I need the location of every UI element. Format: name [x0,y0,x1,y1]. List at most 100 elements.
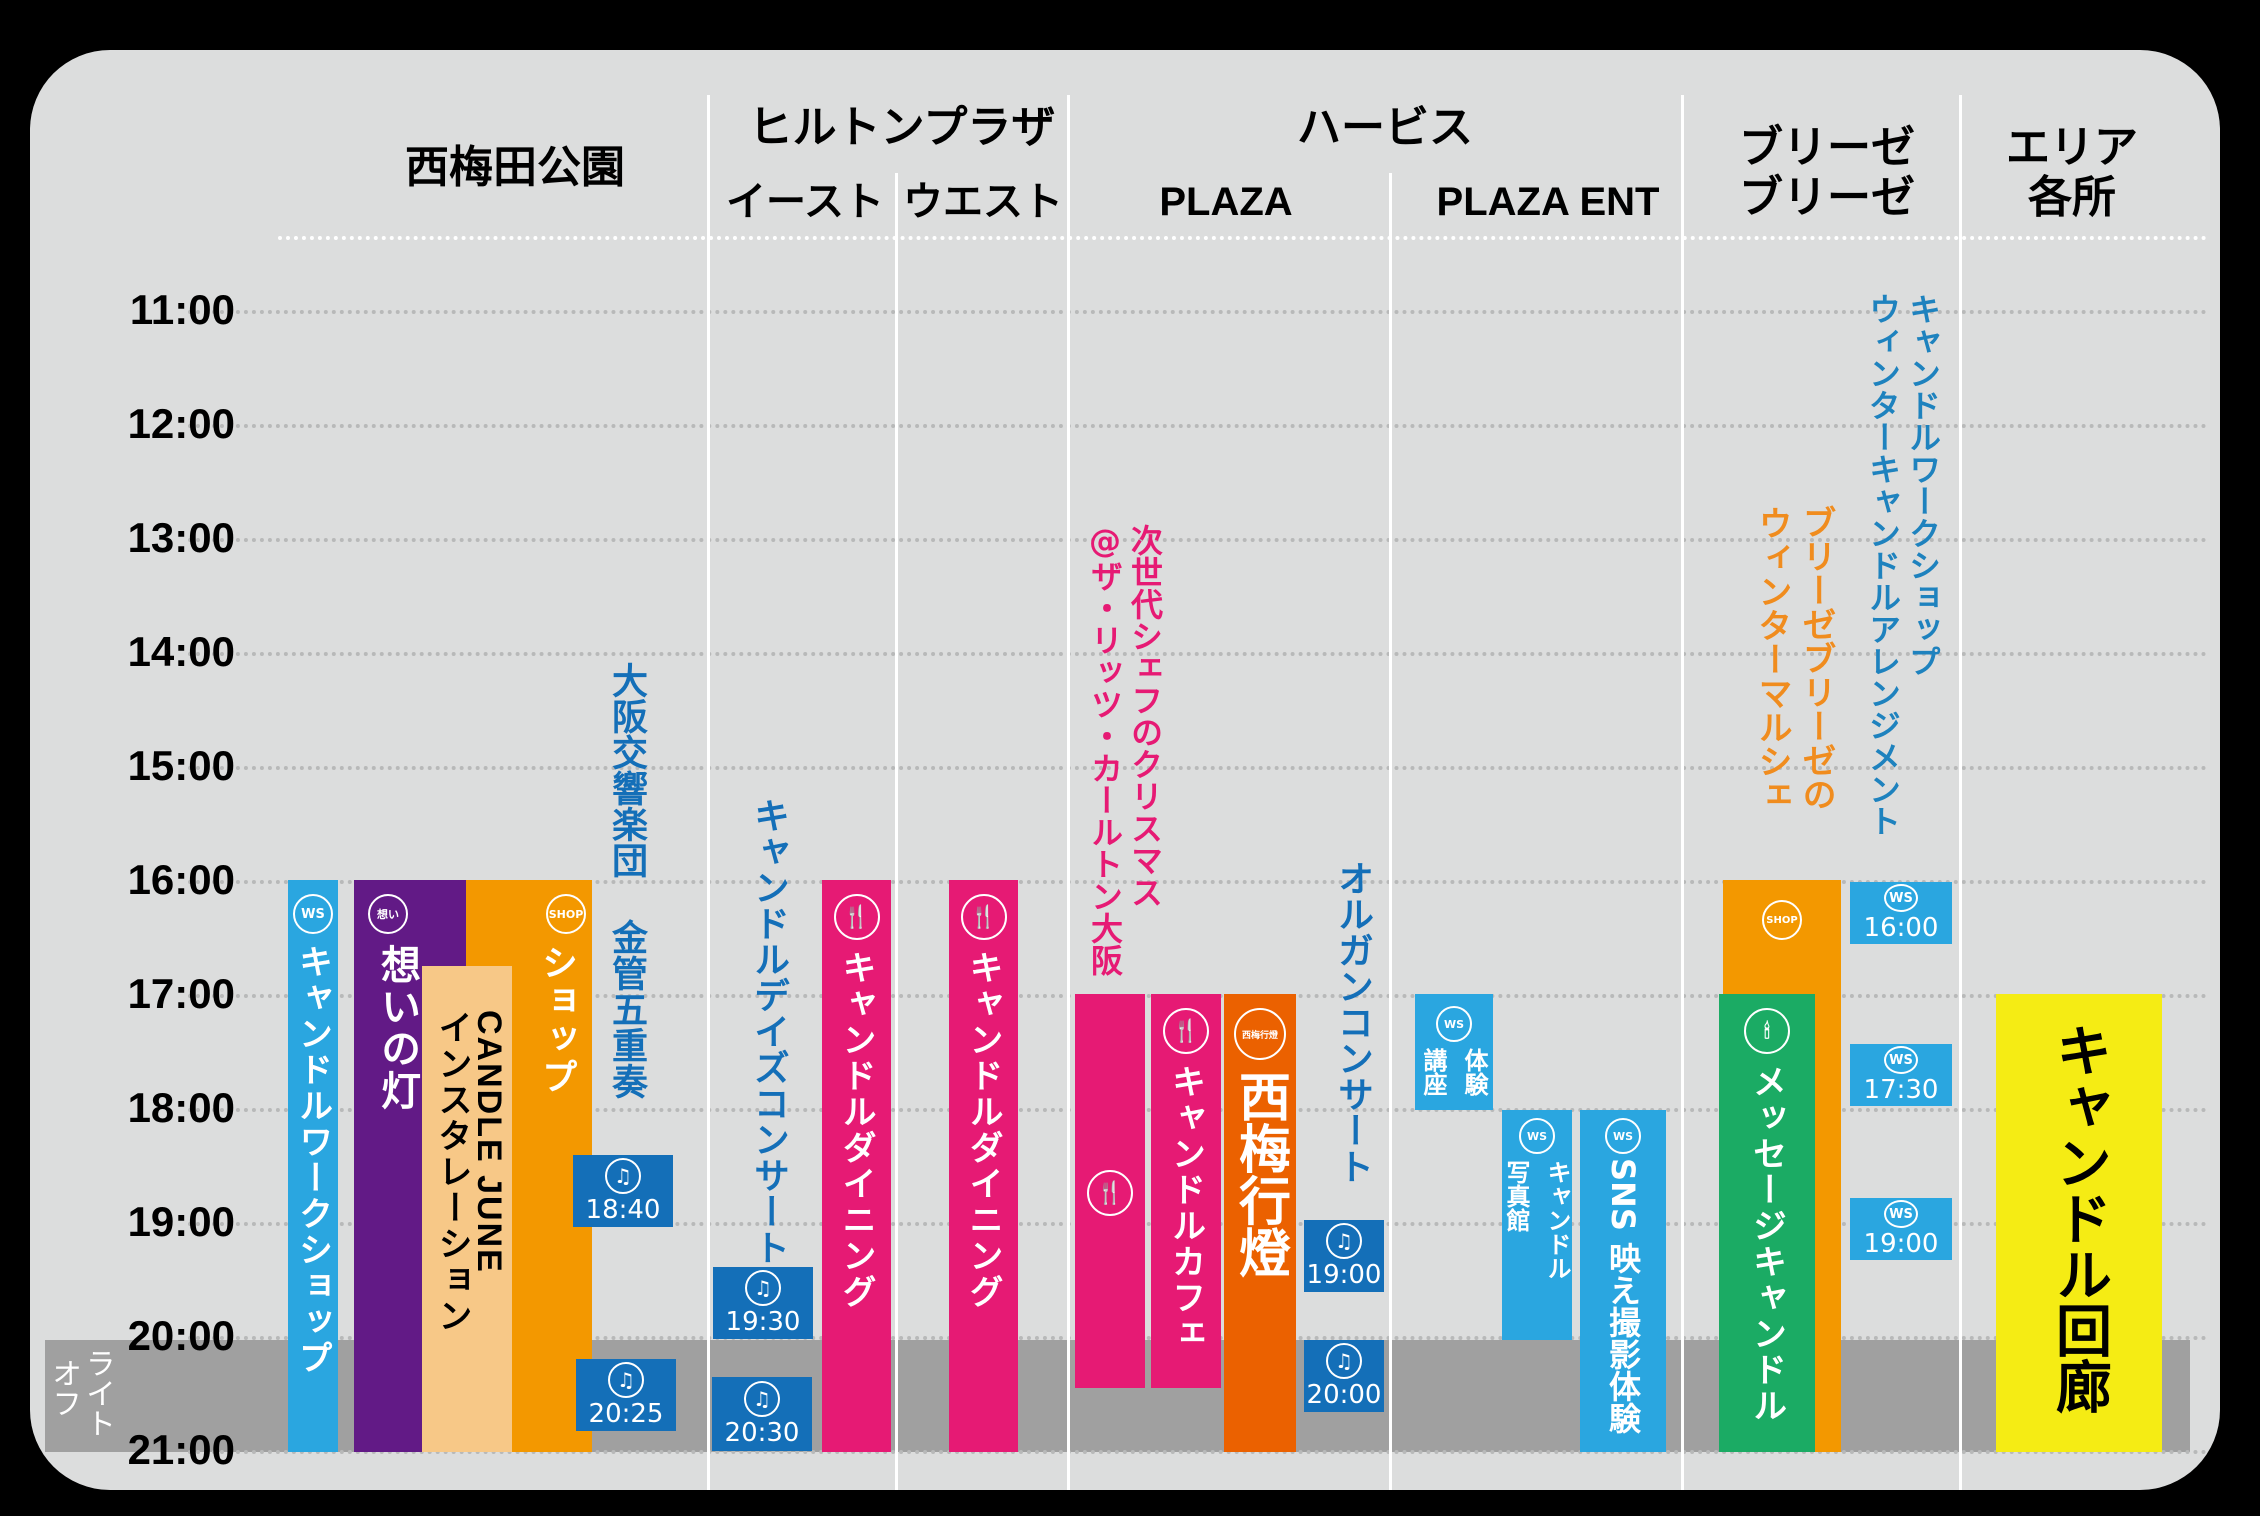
dining-icon: 🍴 [833,894,880,940]
ws-icon: WS [293,894,333,934]
event-ritz-christmas[interactable]: 🍴 [1075,994,1145,1388]
workshop-time: 16:00 [1863,913,1939,943]
event-candle-june[interactable]: CANDLE JUNE インスタレーション [422,966,512,1452]
music-note-icon: ♫ [1326,1223,1362,1259]
event-label: 想いの灯 [374,944,420,1112]
ws-icon: WS [1436,1006,1472,1042]
event-ritz-line1: 次世代シェフのクリスマス [1126,524,1164,908]
lantern-bag-icon: 西梅行燈 [1234,1008,1286,1060]
event-candle-dining-west[interactable]: 🍴 キャンドルダイニング [949,880,1018,1452]
hour-gridline [188,766,2208,770]
workshop-time: 17:30 [1863,1075,1939,1105]
ws-icon: WS [1519,1118,1555,1154]
omoi-cup-icon: 想い [368,894,408,934]
event-label: 西梅行燈 [1229,1070,1290,1278]
time-label: 12:00 [127,400,235,447]
lecture-line2: 講座 [1419,1048,1447,1096]
time-label: 19:00 [127,1198,235,1245]
photo-studio-line2: 写真館 [1502,1160,1530,1232]
music-note-icon: ♫ [744,1381,780,1417]
candle-icon: 🕯 [1744,1008,1790,1054]
hour-gridline [188,310,2208,314]
event-label: キャンドルカフェ [1165,1064,1206,1352]
candle-june-title: CANDLE JUNE [470,1010,508,1274]
header-herbis: ハービス [1297,102,1473,153]
music-time: 20:00 [1306,1380,1382,1410]
time-label: 15:00 [127,742,235,789]
header-hilton-east: イースト [726,179,884,225]
music-time-tag[interactable]: ♫ 18:40 [573,1155,673,1227]
workshop-time-tag[interactable]: WS 16:00 [1850,882,1952,944]
lecture-line1: 体験 [1460,1048,1488,1096]
time-label: 13:00 [127,514,235,561]
event-winter-candle-ws-line2: ウィンターキャンドルアレンジメント [1864,293,1902,837]
event-candle-cafe[interactable]: 🍴 キャンドルカフェ [1151,994,1221,1388]
event-label: キャンドルワークショップ [292,944,333,1376]
header-nishiumeda-park: 西梅田公園 [405,142,625,193]
shop-icon: SHOP [546,894,586,934]
music-time: 19:30 [725,1307,801,1337]
column-divider [1067,95,1070,1490]
event-label: メッセージキャンドル [1746,1064,1787,1424]
header-breeze-line2: ブリーゼ [1739,172,1915,223]
workshop-time-tag[interactable]: WS 19:00 [1850,1198,1952,1260]
workshop-time: 19:00 [1863,1229,1939,1259]
music-time: 20:30 [724,1418,800,1448]
event-label: キャンドルダイニング [963,950,1003,1310]
music-time: 20:25 [588,1399,664,1429]
event-message-candle[interactable]: 🕯 メッセージキャンドル [1719,994,1815,1452]
header-divider [278,236,2208,240]
music-time-tag[interactable]: ♫ 19:00 [1304,1220,1384,1292]
event-breeze-marche-line2: ウィンターマルシェ [1752,506,1792,812]
column-divider [707,95,710,1490]
column-divider [1389,173,1392,1490]
ws-icon: WS [1884,1046,1918,1074]
hour-gridline [188,538,2208,542]
dining-icon: 🍴 [1163,1008,1209,1054]
hour-gridline [188,1450,2208,1454]
dining-icon: 🍴 [960,894,1007,940]
event-label: キャンドルダイニング [836,950,876,1310]
time-label: 11:00 [129,286,235,333]
music-time-tag[interactable]: ♫ 19:30 [713,1267,813,1339]
header-herbis-plaza-ent: PLAZA ENT [1436,180,1660,224]
music-time-tag[interactable]: ♫ 20:30 [712,1377,812,1451]
shop-icon: SHOP [1762,900,1802,940]
music-time-tag[interactable]: ♫ 20:25 [576,1359,676,1431]
light-off-label-line1: ライト [80,1348,115,1438]
event-lecture[interactable]: WS 体験 講座 [1415,994,1493,1110]
music-note-icon: ♫ [605,1158,641,1194]
event-candle-days-concert-label: キャンドルデイズコンサート [748,797,789,1265]
event-label: キャンドル回廊 [2046,1022,2112,1414]
event-candle-workshop-park[interactable]: WS キャンドルワークショップ [288,880,338,1452]
column-divider [895,173,898,1490]
event-label: SNS 映え撮影体験 [1604,1158,1642,1435]
header-area-line1: エリア [2006,122,2138,173]
header-area-line2: 各所 [2028,172,2116,223]
header-breeze-line1: ブリーゼ [1739,122,1915,173]
event-candle-corridor[interactable]: キャンドル回廊 [1996,994,2162,1452]
event-candle-dining-east[interactable]: 🍴 キャンドルダイニング [822,880,891,1452]
music-note-icon: ♫ [745,1270,781,1306]
time-label: 18:00 [127,1084,235,1131]
event-sns-photo[interactable]: WS SNS 映え撮影体験 [1580,1110,1666,1452]
hour-gridline [188,880,2208,884]
time-label: 21:00 [127,1426,235,1473]
event-organ-concert-label: オルガンコンサート [1332,860,1373,1184]
header-hilton-plaza: ヒルトンプラザ [748,102,1056,153]
candle-june-subtitle: インスタレーション [432,1010,472,1334]
column-divider [1959,95,1962,1490]
music-time-tag[interactable]: ♫ 20:00 [1304,1340,1384,1412]
column-divider [1681,95,1684,1490]
ws-icon: WS [1605,1118,1641,1154]
light-off-label-line2: オフ [46,1358,81,1418]
event-osaka-brass-label: 大阪交響楽団 金管五重奏 [606,662,647,1099]
event-label: ショップ [536,944,577,1096]
workshop-time-tag[interactable]: WS 17:30 [1850,1044,1952,1106]
ws-icon: WS [1884,884,1918,912]
event-candle-photo-studio[interactable]: WS キャンドル 写真館 [1502,1110,1572,1340]
timetable-panel: 西梅田公園 ヒルトンプラザ イースト ウエスト ハービス PLAZA PLAZA… [30,50,2220,1490]
header-herbis-plaza: PLAZA [1159,180,1293,224]
event-nishiume-andon[interactable]: 西梅行燈 西梅行燈 [1224,994,1296,1452]
event-breeze-marche-line1: ブリーゼブリーゼの [1796,505,1836,811]
